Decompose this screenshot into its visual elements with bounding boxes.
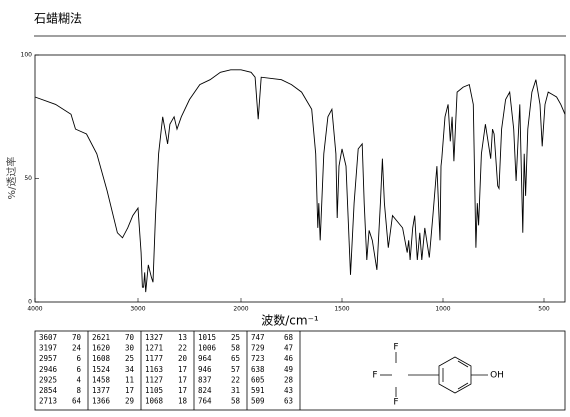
peak-transmittance: 17: [178, 375, 187, 384]
peak-wavenumber: 509: [251, 397, 265, 406]
peak-wavenumber: 1366: [92, 397, 111, 406]
plot-frame: [34, 54, 566, 303]
peak-transmittance: 13: [178, 333, 187, 342]
x-tick-label: 4000: [27, 306, 42, 313]
structure: [380, 352, 488, 397]
y-tick-label: 100: [21, 52, 33, 59]
peak-wavenumber: 2957: [39, 354, 57, 363]
double-bond: [457, 382, 469, 390]
peak-transmittance: 65: [231, 354, 240, 363]
peak-transmittance: 22: [178, 344, 187, 353]
peak-wavenumber: 3607: [39, 333, 57, 342]
peak-wavenumber: 1377: [92, 386, 110, 395]
peak-wavenumber: 964: [198, 354, 212, 363]
peak-wavenumber: 1105: [145, 386, 163, 395]
x-tick-label: 3000: [130, 306, 145, 313]
peak-wavenumber: 1608: [92, 354, 111, 363]
x-tick-label: 1500: [334, 306, 349, 313]
peak-wavenumber: 1127: [145, 375, 163, 384]
peak-transmittance: 43: [284, 386, 293, 395]
peak-wavenumber: 2946: [39, 365, 58, 374]
y-tick-label: 50: [24, 175, 32, 182]
peak-wavenumber: 591: [251, 386, 265, 395]
peak-wavenumber: 1163: [145, 365, 163, 374]
peak-wavenumber: 764: [198, 397, 212, 406]
x-tick-label: 2000: [233, 306, 248, 313]
peak-wavenumber: 747: [251, 333, 265, 342]
peak-transmittance: 34: [125, 365, 135, 374]
peak-transmittance: 8: [76, 386, 81, 395]
peak-transmittance: 64: [72, 397, 82, 406]
peak-wavenumber: 1327: [145, 333, 163, 342]
peak-wavenumber: 1006: [198, 344, 217, 353]
peak-wavenumber: 2621: [92, 333, 110, 342]
spectrum-line: [34, 69, 566, 293]
peak-transmittance: 17: [178, 365, 187, 374]
peak-transmittance: 28: [284, 375, 294, 384]
peak-wavenumber: 946: [198, 365, 212, 374]
peak-transmittance: 25: [125, 354, 134, 363]
atom-label: F: [372, 371, 377, 381]
peak-transmittance: 49: [284, 365, 293, 374]
peak-transmittance: 17: [125, 386, 134, 395]
peak-transmittance: 58: [231, 397, 241, 406]
peak-wavenumber: 837: [198, 375, 212, 384]
peak-wavenumber: 605: [251, 375, 265, 384]
peak-wavenumber: 1271: [145, 344, 163, 353]
peak-transmittance: 11: [125, 375, 134, 384]
atom-label: F: [393, 343, 398, 353]
peak-transmittance: 6: [76, 354, 81, 363]
peak-wavenumber: 824: [198, 386, 212, 395]
peak-wavenumber: 729: [251, 344, 265, 353]
peak-transmittance: 6: [76, 365, 81, 374]
peak-transmittance: 25: [231, 333, 240, 342]
peak-transmittance: 57: [231, 365, 240, 374]
peak-transmittance: 46: [284, 354, 294, 363]
peak-wavenumber: 1620: [92, 344, 111, 353]
peak-wavenumber: 2713: [39, 397, 57, 406]
peak-transmittance: 70: [125, 333, 135, 342]
peak-transmittance: 30: [125, 344, 135, 353]
atom-label: F: [393, 398, 398, 408]
peak-wavenumber: 2854: [39, 386, 58, 395]
peak-wavenumber: 1177: [145, 354, 163, 363]
peak-wavenumber: 723: [251, 354, 265, 363]
peak-transmittance: 17: [178, 386, 187, 395]
peak-wavenumber: 638: [251, 365, 265, 374]
peak-wavenumber: 1458: [92, 375, 111, 384]
chart-title: 石蜡糊法: [34, 11, 82, 26]
x-tick-label: 1000: [435, 306, 450, 313]
peak-transmittance: 29: [125, 397, 134, 406]
peak-transmittance: 58: [231, 344, 241, 353]
peak-transmittance: 31: [231, 386, 240, 395]
peak-wavenumber: 3197: [39, 344, 57, 353]
y-tick-label: 0: [28, 299, 32, 306]
double-bond: [457, 360, 469, 368]
benzene-ring: [438, 356, 472, 394]
peak-transmittance: 18: [178, 397, 188, 406]
peak-wavenumber: 1068: [145, 397, 164, 406]
peak-wavenumber: 1524: [92, 365, 111, 374]
peak-transmittance: 20: [178, 354, 188, 363]
peak-transmittance: 47: [284, 344, 293, 353]
x-tick-label: 500: [538, 306, 550, 313]
peak-transmittance: 63: [284, 397, 293, 406]
peak-transmittance: 70: [72, 333, 82, 342]
peak-transmittance: 22: [231, 375, 240, 384]
peak-transmittance: 24: [72, 344, 82, 353]
peak-transmittance: 4: [76, 375, 81, 384]
x-axis-label: 波数/cm⁻¹: [261, 313, 319, 328]
y-axis-label: %/透过率: [5, 157, 18, 200]
peak-transmittance: 68: [284, 333, 294, 342]
peak-wavenumber: 2925: [39, 375, 57, 384]
peak-wavenumber: 1015: [198, 333, 216, 342]
atom-label: OH: [490, 371, 504, 381]
